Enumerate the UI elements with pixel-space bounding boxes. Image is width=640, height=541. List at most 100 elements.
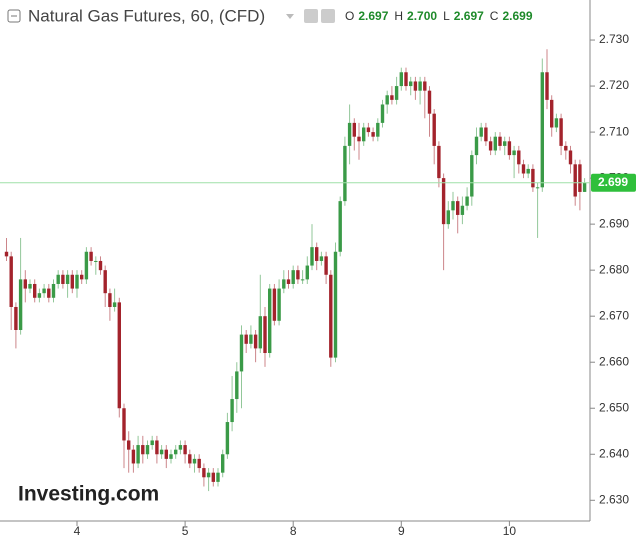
ohlc-name: H: [394, 9, 403, 23]
candle-body: [479, 127, 483, 137]
candle-body: [366, 127, 371, 133]
candle-body: [103, 270, 107, 294]
y-tick-label: 2.690: [599, 216, 629, 230]
candle-body: [80, 274, 84, 280]
candle-body: [399, 72, 403, 87]
candle-body: [117, 302, 121, 409]
candle-body: [33, 283, 37, 298]
candle-body: [249, 334, 253, 344]
candle-body: [37, 293, 42, 298]
candle-body: [441, 178, 446, 225]
candle-body: [578, 164, 582, 192]
candle-body: [28, 283, 32, 289]
candle-body: [235, 371, 239, 400]
y-tick-label: 2.650: [599, 400, 629, 414]
x-tick-label: 10: [503, 524, 517, 538]
candle-body: [42, 288, 46, 294]
candle-body: [517, 150, 521, 165]
candle-body: [460, 205, 465, 215]
candle-body: [239, 334, 244, 372]
candle-body: [493, 136, 497, 151]
candle-body: [75, 274, 79, 289]
candle-body: [244, 334, 248, 344]
candle-body: [319, 256, 324, 261]
candle-body: [338, 201, 342, 252]
candle-body: [503, 141, 507, 146]
settings-icon[interactable]: [321, 9, 335, 23]
candle-body: [470, 155, 474, 197]
candle-body: [159, 449, 164, 455]
candle-body: [268, 288, 272, 354]
candle-body: [554, 118, 559, 128]
candle-body: [230, 399, 234, 423]
candle-body: [141, 445, 145, 455]
chart-title: Natural Gas Futures, 60, (CFD): [28, 6, 265, 25]
y-tick-label: 2.680: [599, 262, 629, 276]
candle-body: [545, 72, 549, 100]
y-tick-label: 2.640: [599, 446, 629, 460]
candle-body: [272, 288, 277, 321]
y-tick-label: 2.710: [599, 124, 629, 138]
candle-body: [324, 256, 328, 275]
candle-body: [178, 445, 183, 450]
candle-body: [282, 279, 286, 289]
candle-body: [385, 95, 389, 105]
candle-body: [568, 150, 573, 165]
candle-body: [582, 182, 587, 192]
candle-body: [526, 168, 530, 174]
candle-body: [521, 164, 526, 174]
candle-body: [343, 145, 347, 202]
dropdown-arrow[interactable]: [286, 14, 294, 19]
candle-body: [409, 81, 413, 87]
candle-body: [14, 306, 18, 330]
candle-body: [484, 127, 488, 142]
eye-icon[interactable]: [304, 9, 318, 23]
candle-body: [18, 279, 23, 330]
y-tick-label: 2.730: [599, 32, 629, 46]
candle-body: [437, 145, 441, 179]
candle-body: [559, 118, 563, 146]
candle-body: [446, 210, 450, 225]
collapse-icon[interactable]: [7, 9, 21, 23]
ohlc-value: 2.700: [407, 9, 437, 23]
y-tick-label: 2.660: [599, 354, 629, 368]
candle-body: [413, 81, 418, 91]
candle-body: [310, 247, 314, 266]
candle-body: [362, 127, 366, 142]
candle-body: [98, 260, 103, 271]
candle-body: [258, 316, 262, 349]
candle-body: [221, 454, 225, 473]
x-tick-label: 8: [290, 524, 297, 538]
candle-body: [51, 283, 56, 298]
candle-body: [108, 293, 112, 307]
candle-body: [127, 440, 131, 450]
candle-body: [347, 122, 352, 146]
candle-body: [70, 274, 74, 289]
candle-body: [89, 251, 93, 261]
y-tick-label: 2.720: [599, 78, 629, 92]
candle-body: [112, 302, 117, 307]
candle-body: [192, 458, 197, 464]
candle-body: [202, 468, 206, 478]
candle-body: [418, 81, 422, 91]
candle-body: [56, 274, 60, 284]
last-price-box: [591, 173, 636, 192]
candle-body: [122, 408, 126, 441]
candle-body: [286, 279, 291, 284]
candle-body: [333, 251, 338, 358]
candle-body: [564, 145, 568, 151]
candle-body: [300, 279, 305, 281]
candle-body: [155, 440, 159, 455]
candle-body: [507, 141, 512, 156]
candle-body: [357, 136, 361, 142]
watermark: Investing.com: [18, 483, 159, 506]
candle-body: [277, 288, 281, 321]
candle-body: [216, 472, 220, 482]
candle-body: [371, 132, 375, 137]
candle-body: [432, 113, 436, 146]
candle-body: [404, 72, 408, 87]
candle-body: [263, 316, 267, 354]
ohlc-name: L: [443, 9, 450, 23]
candle-body: [65, 274, 70, 284]
